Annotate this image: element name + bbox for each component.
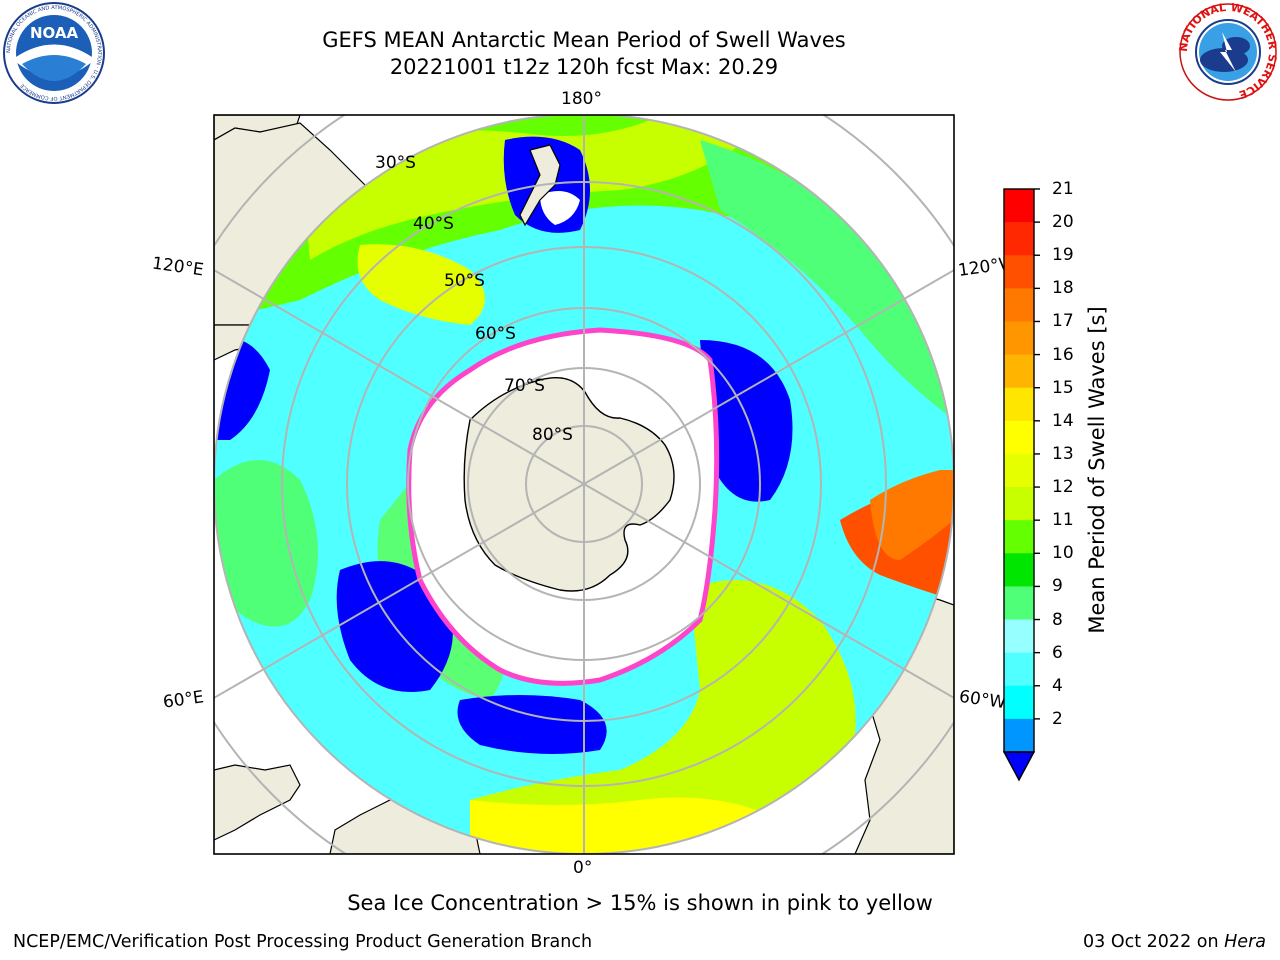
colorbar-tick-label: 15 xyxy=(1052,377,1074,398)
colorbar-tick-label: 19 xyxy=(1052,245,1074,266)
colorbar-cell xyxy=(1004,453,1034,488)
footer-machine-name: Hera xyxy=(1224,932,1266,952)
colorbar-tick-label: 8 xyxy=(1052,609,1063,630)
colorbar-under-arrow xyxy=(1002,751,1036,782)
colorbar-cell xyxy=(1004,354,1034,389)
colorbar-tick-label: 21 xyxy=(1052,179,1074,199)
colorbar-cell xyxy=(1004,189,1034,223)
lat-label-40s: 40°S xyxy=(413,214,454,234)
colorbar-tick-label: 11 xyxy=(1052,510,1074,531)
nws-logo-icon: NATIONAL WEATHER SERVICE xyxy=(1178,2,1278,101)
colorbar-cell xyxy=(1004,321,1034,356)
colorbar-cell xyxy=(1004,222,1034,256)
colorbar-tick-label: 12 xyxy=(1052,477,1074,498)
colorbar-cell xyxy=(1004,420,1034,455)
colorbar-cell xyxy=(1004,619,1034,654)
colorbar-tick-label: 18 xyxy=(1052,278,1074,299)
colorbar-cell xyxy=(1004,487,1034,521)
colorbar xyxy=(1002,188,1040,782)
colorbar-tick-label: 14 xyxy=(1052,410,1074,431)
colorbar-tick-label: 10 xyxy=(1052,543,1074,564)
colorbar-cell xyxy=(1004,520,1034,554)
colorbar-cell xyxy=(1004,685,1034,720)
colorbar-tick-label: 13 xyxy=(1052,443,1074,464)
colorbar-cell xyxy=(1004,553,1034,587)
colorbar-cell xyxy=(1004,652,1034,687)
colorbar-cell xyxy=(1004,387,1034,422)
colorbar-cell xyxy=(1004,288,1034,322)
noaa-logo-text: NOAA xyxy=(30,24,79,42)
lon-label-0: 0° xyxy=(573,858,593,878)
colorbar-tick-label: 9 xyxy=(1052,576,1063,597)
lat-label-50s: 50°S xyxy=(444,271,485,291)
chart-subtitle: 20221001 t12z 120h fcst Max: 20.29 xyxy=(389,55,779,79)
footer-date: 03 Oct 2022 on Hera xyxy=(1083,932,1266,952)
map-caption: Sea Ice Concentration > 15% is shown in … xyxy=(347,891,933,915)
graticule xyxy=(214,115,954,854)
lon-label-180: 180° xyxy=(561,89,602,109)
map-frame xyxy=(213,114,955,855)
colorbar-cell xyxy=(1004,718,1034,753)
colorbar-cell xyxy=(1004,255,1034,289)
lat-label-80s: 80°S xyxy=(532,425,573,445)
colorbar-tick-label: 4 xyxy=(1052,675,1063,696)
colorbar-tick-label: 6 xyxy=(1052,642,1063,663)
footer-date-text: 03 Oct 2022 on xyxy=(1083,932,1225,952)
colorbar-tick-label: 16 xyxy=(1052,344,1074,365)
lat-label-60s: 60°S xyxy=(475,324,516,344)
colorbar-label: Mean Period of Swell Waves [s] xyxy=(1085,306,1109,634)
footer-credit: NCEP/EMC/Verification Post Processing Pr… xyxy=(13,932,593,952)
colorbar-tick-label: 2 xyxy=(1052,708,1063,729)
noaa-logo-icon: NOAA NATIONAL OCEANIC AND ATMOSPHERIC AD… xyxy=(3,2,105,104)
colorbar-cell xyxy=(1004,586,1034,621)
colorbar-tick-label: 17 xyxy=(1052,311,1074,332)
colorbar-tick-label: 20 xyxy=(1052,212,1074,233)
lat-label-30s: 30°S xyxy=(375,153,416,173)
colorbar-frame xyxy=(1003,188,1035,753)
chart-title: GEFS MEAN Antarctic Mean Period of Swell… xyxy=(322,28,846,52)
lat-label-70s: 70°S xyxy=(504,376,545,396)
